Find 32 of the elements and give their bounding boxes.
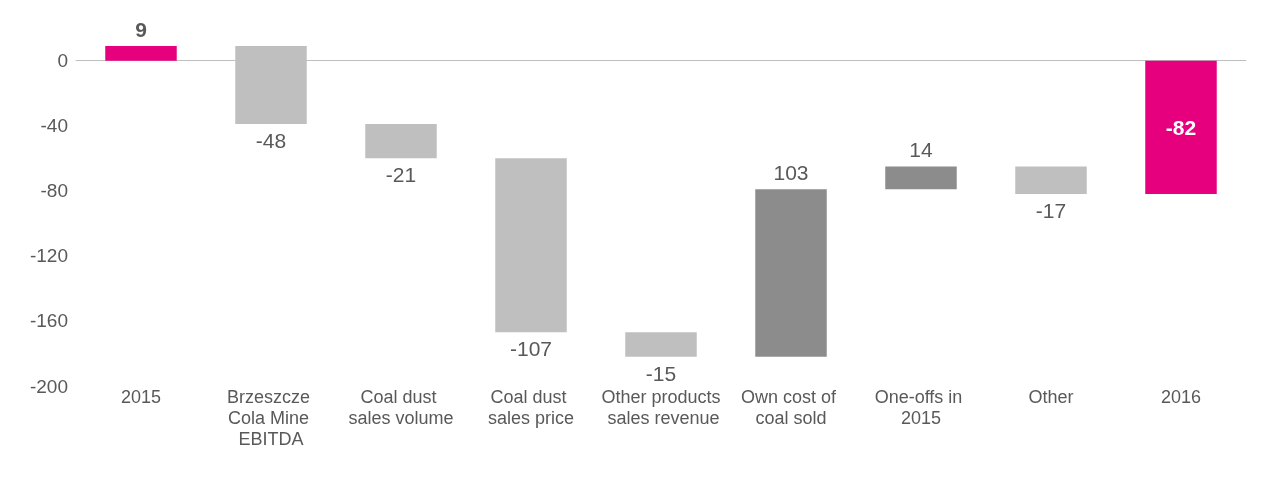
data-label: -48	[255, 129, 287, 153]
y-tick-label: -80	[40, 180, 68, 202]
bar	[625, 332, 697, 357]
x-tick-label: Own cost of coal sold	[740, 386, 842, 428]
data-label: 103	[773, 161, 809, 185]
y-tick-label: -160	[29, 310, 68, 332]
x-tick-label: Coal dust sales price	[487, 386, 575, 428]
bar	[1145, 60, 1217, 195]
x-tick-label: Other	[1028, 386, 1074, 407]
bar	[885, 166, 957, 190]
x-tick-label: Other products sales revenue	[601, 386, 721, 428]
bar	[105, 46, 177, 61]
data-label: -17	[1035, 199, 1067, 223]
data-label: -21	[385, 163, 417, 187]
data-label: 9	[135, 18, 147, 41]
x-tick-label: Coal dust sales volume	[348, 386, 454, 428]
x-tick-label: 2015	[120, 386, 162, 407]
y-tick-label: -40	[40, 115, 68, 137]
x-tick-label: Brzeszcze Cola Mine EBITDA	[226, 386, 316, 449]
bar	[495, 158, 567, 333]
bar	[755, 189, 827, 357]
bar	[365, 124, 437, 159]
y-tick-label: -200	[29, 375, 68, 397]
data-label: -82	[1165, 115, 1197, 139]
y-tick-label: 0	[57, 50, 68, 72]
y-tick-label: -120	[29, 245, 68, 267]
data-label: -107	[509, 337, 553, 361]
data-label: 14	[909, 138, 933, 162]
data-label: -15	[645, 361, 677, 385]
x-tick-label: One-offs in 2015	[874, 386, 968, 428]
bar	[1015, 166, 1087, 195]
x-tick-label: 2016	[1160, 386, 1202, 407]
